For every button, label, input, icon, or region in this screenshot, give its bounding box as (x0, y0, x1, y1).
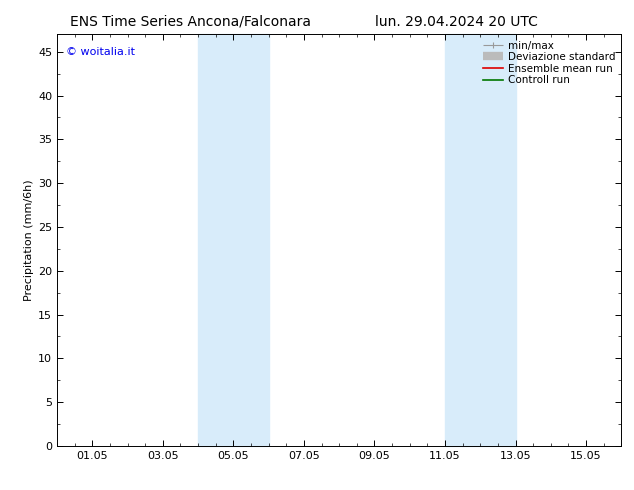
Text: lun. 29.04.2024 20 UTC: lun. 29.04.2024 20 UTC (375, 15, 538, 29)
Bar (445, 34, 515, 446)
Text: © woitalia.it: © woitalia.it (65, 47, 134, 57)
Text: ENS Time Series Ancona/Falconara: ENS Time Series Ancona/Falconara (70, 15, 311, 29)
Y-axis label: Precipitation (mm/6h): Precipitation (mm/6h) (24, 179, 34, 301)
Bar (198, 34, 269, 446)
Legend: min/max, Deviazione standard, Ensemble mean run, Controll run: min/max, Deviazione standard, Ensemble m… (479, 37, 618, 88)
